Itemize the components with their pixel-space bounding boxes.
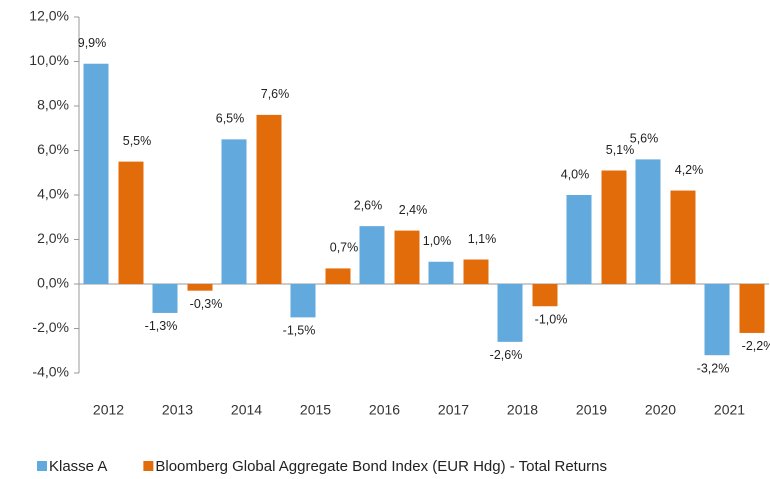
x-tick-label: 2012 [93, 402, 124, 418]
x-tick-label: 2017 [438, 402, 469, 418]
value-label: -2,2% [742, 339, 770, 353]
bar [532, 284, 558, 307]
value-label: 7,6% [261, 87, 290, 101]
x-tick-label: 2021 [714, 402, 745, 418]
y-tick-label: 0,0% [37, 275, 69, 291]
bar [428, 261, 454, 284]
y-tick-label: -2,0% [32, 319, 69, 335]
bar [497, 284, 523, 342]
value-label: 9,9% [78, 36, 107, 50]
x-tick-label: 2016 [369, 402, 400, 418]
value-label: 1,0% [423, 234, 452, 248]
bar [635, 159, 661, 284]
legend-label: Bloomberg Global Aggregate Bond Index (E… [155, 458, 607, 475]
bar [256, 114, 282, 285]
legend-label: Klasse A [49, 458, 107, 475]
bar [670, 190, 696, 284]
x-tick-label: 2018 [507, 402, 538, 418]
x-tick-label: 2014 [231, 402, 262, 418]
x-tick-label: 2019 [576, 402, 607, 418]
x-tick-label: 2013 [162, 402, 193, 418]
value-label: 1,1% [468, 232, 497, 246]
value-label: 5,1% [606, 143, 635, 157]
value-label: -3,2% [697, 361, 730, 375]
bar [739, 284, 765, 333]
bar [290, 284, 316, 318]
x-tick-label: 2015 [300, 402, 331, 418]
bar [118, 161, 144, 284]
bar [601, 170, 627, 284]
value-label: 5,6% [630, 132, 659, 146]
value-label: 2,4% [399, 203, 428, 217]
y-tick-label: 12,0% [29, 8, 69, 24]
y-tick-label: 10,0% [29, 52, 69, 68]
legend-swatch [37, 461, 47, 471]
value-label: -1,3% [145, 319, 178, 333]
value-label: 5,5% [123, 134, 152, 148]
value-label: -2,6% [490, 348, 523, 362]
bar [394, 230, 420, 284]
value-label: 0,7% [330, 241, 359, 255]
value-label: 4,2% [675, 163, 704, 177]
legend-swatch [143, 461, 154, 471]
x-tick-label: 2020 [645, 402, 676, 418]
bar [566, 195, 592, 284]
bar [221, 139, 247, 284]
y-tick-label: 2,0% [37, 230, 69, 246]
y-tick-label: 6,0% [37, 141, 69, 157]
bar [704, 284, 730, 356]
bar [325, 268, 351, 284]
y-tick-label: 8,0% [37, 97, 69, 113]
value-label: 6,5% [216, 112, 245, 126]
y-tick-label: -4,0% [32, 364, 69, 380]
bar [187, 284, 213, 291]
bar [359, 226, 385, 284]
value-label: -1,5% [283, 324, 316, 338]
bar [83, 63, 109, 284]
value-label: 2,6% [354, 198, 383, 212]
value-label: 4,0% [561, 167, 590, 181]
y-tick-label: 4,0% [37, 186, 69, 202]
bar [152, 284, 178, 313]
value-label: -0,3% [190, 297, 223, 311]
value-label: -1,0% [535, 313, 568, 327]
bar [463, 259, 489, 284]
